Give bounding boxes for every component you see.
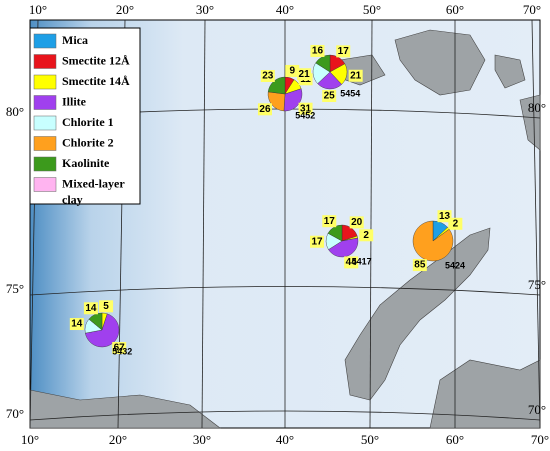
value-label-bg: [349, 216, 364, 229]
value-label: 17: [338, 46, 350, 57]
value-label-bg: [69, 318, 84, 331]
pie-slice: [327, 224, 343, 242]
value-label: 14: [85, 303, 97, 314]
longitude-label: 70°: [523, 2, 541, 17]
value-label-bg: [310, 235, 325, 248]
value-label: 13: [439, 211, 451, 222]
value-label: 9: [289, 66, 295, 77]
longitude-label: 50°: [361, 432, 379, 447]
longitude-label: 30°: [196, 2, 214, 17]
value-label-bg: [322, 89, 337, 102]
station-name: 5452: [295, 110, 315, 120]
pie-slice: [283, 88, 303, 112]
latitude-label: 80°: [528, 100, 546, 115]
value-label-bg: [359, 229, 374, 242]
value-label-bg: [285, 64, 300, 77]
legend-label-line: clay: [62, 192, 83, 206]
value-label: 14: [71, 319, 83, 330]
latitude-label: 70°: [6, 406, 24, 421]
value-label: 21: [350, 70, 362, 81]
station-name: 5454: [340, 88, 360, 98]
value-label: 31: [300, 103, 312, 114]
pie-slice: [412, 220, 454, 262]
value-label-bg: [99, 300, 114, 313]
longitude-label: 40°: [276, 2, 294, 17]
value-label: 67: [114, 343, 126, 354]
value-label-bg: [260, 69, 275, 82]
value-label: 2: [363, 230, 369, 241]
longitude-label: 60°: [446, 2, 464, 17]
land: [29, 29, 541, 429]
value-label: 21: [299, 69, 311, 80]
value-label-bg: [112, 342, 127, 355]
legend-label: Kaolinite: [62, 156, 110, 170]
value-label-bg: [344, 256, 359, 269]
value-label: 23: [262, 71, 274, 82]
legend-swatch: [33, 54, 57, 69]
value-label-bg: [257, 103, 272, 116]
value-label: 17: [311, 236, 323, 247]
legend-swatch: [33, 74, 57, 90]
pie-slice: [328, 237, 359, 258]
latitude-label: 75°: [6, 281, 24, 296]
value-label-bg: [298, 102, 313, 115]
value-label: 17: [324, 216, 336, 227]
value-label-bg: [297, 68, 312, 81]
value-label-bg: [412, 259, 427, 272]
pie-slice: [88, 312, 103, 331]
legend-label: Illite: [62, 94, 87, 108]
longitude-label: 40°: [276, 432, 294, 447]
station-name: 5417: [352, 256, 372, 266]
longitude-label: 20°: [109, 432, 127, 447]
latitude-label: 80°: [6, 104, 24, 119]
longitude-label: 30°: [193, 432, 211, 447]
value-label-bg: [448, 217, 463, 230]
value-label: 26: [259, 104, 271, 115]
value-label: 16: [312, 46, 324, 57]
value-label-bg: [336, 45, 351, 58]
legend-label-line: Mixed-layer: [62, 176, 125, 190]
value-label: 2: [453, 218, 459, 229]
value-label-bg: [437, 210, 452, 223]
value-label: 25: [324, 91, 336, 102]
station-pie: 17 21 25 21 16 5454: [297, 44, 363, 102]
value-label-bg: [310, 44, 325, 57]
legend-label: Smectite 14Å: [62, 74, 130, 88]
value-label-bg: [348, 69, 363, 82]
station-pie: 132 85 5424: [412, 210, 465, 272]
legend-swatch: [33, 177, 57, 192]
station-name: 5424: [445, 260, 465, 270]
longitude-label: 10°: [21, 432, 39, 447]
value-label: 5: [103, 301, 109, 312]
pie-slice: [315, 54, 331, 73]
value-label-bg: [83, 302, 98, 315]
value-label: 44: [346, 257, 358, 268]
value-label-bg: [322, 215, 337, 228]
longitude-label: 70°: [531, 432, 549, 447]
legend-label: Mixed-layer clay: [62, 176, 125, 206]
legend-label: Smectite 12Å: [62, 53, 130, 67]
legend-label: Mica: [62, 33, 88, 47]
latitude-label: 75°: [528, 277, 546, 292]
latitude-label: 70°: [528, 402, 546, 417]
longitude-label: 50°: [363, 2, 381, 17]
legend-label: Chlorite 1: [62, 115, 114, 129]
longitude-label: 10°: [29, 2, 47, 17]
value-label: 85: [414, 260, 426, 271]
legend-swatch: [33, 136, 57, 151]
longitude-label: 60°: [446, 432, 464, 447]
legend-swatch: [33, 95, 57, 110]
legend-label: Chlorite 2: [62, 135, 114, 149]
value-label: 20: [351, 217, 363, 228]
legend-swatch: [33, 156, 57, 172]
legend-swatch: [33, 115, 57, 131]
legend-swatch: [33, 33, 57, 49]
longitude-label: 20°: [116, 2, 134, 17]
station-name: 5432: [112, 346, 132, 356]
